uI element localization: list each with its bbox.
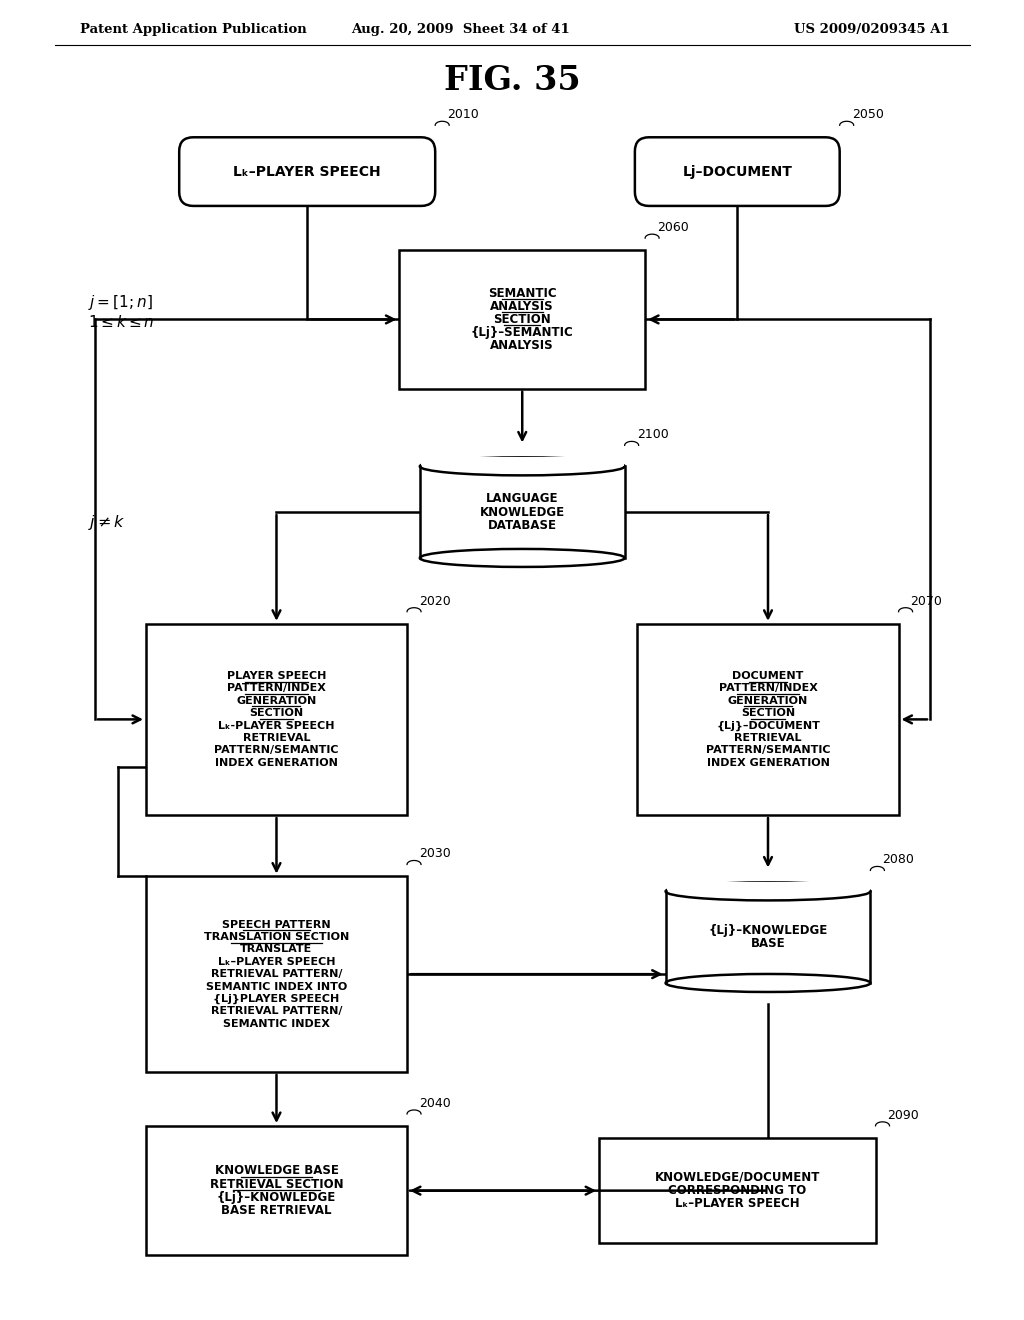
Text: PATTERN/SEMANTIC: PATTERN/SEMANTIC [706, 746, 830, 755]
Text: SECTION: SECTION [250, 709, 303, 718]
Text: RETRIEVAL: RETRIEVAL [243, 733, 310, 743]
Text: 2100: 2100 [637, 429, 669, 441]
Ellipse shape [666, 974, 870, 993]
Text: 2030: 2030 [419, 847, 451, 861]
Text: 2020: 2020 [419, 595, 451, 607]
Bar [146, 624, 408, 814]
Text: $1 \leq k \leq n$: $1 \leq k \leq n$ [88, 314, 155, 330]
Text: 2080: 2080 [883, 854, 914, 866]
Text: ANALYSIS: ANALYSIS [490, 300, 554, 313]
Text: {Lj}–DOCUMENT: {Lj}–DOCUMENT [716, 721, 820, 731]
Text: {Lj}–KNOWLEDGE: {Lj}–KNOWLEDGE [217, 1191, 336, 1204]
Text: SEMANTIC: SEMANTIC [487, 286, 557, 300]
Text: Lj–DOCUMENT: Lj–DOCUMENT [682, 165, 793, 178]
Text: Lₖ-PLAYER SPEECH: Lₖ-PLAYER SPEECH [218, 721, 335, 730]
Text: Lₖ–PLAYER SPEECH: Lₖ–PLAYER SPEECH [233, 165, 381, 178]
Text: INDEX GENERATION: INDEX GENERATION [707, 758, 829, 768]
Text: KNOWLEDGE/DOCUMENT: KNOWLEDGE/DOCUMENT [654, 1171, 820, 1184]
Text: Patent Application Publication: Patent Application Publication [80, 24, 307, 37]
Bar [637, 624, 899, 814]
Text: Lₖ–PLAYER SPEECH: Lₖ–PLAYER SPEECH [218, 957, 335, 966]
Text: PATTERN/SEMANTIC: PATTERN/SEMANTIC [214, 746, 339, 755]
Text: {Lj}PLAYER SPEECH: {Lj}PLAYER SPEECH [213, 994, 340, 1005]
Text: PATTERN/INDEX: PATTERN/INDEX [719, 684, 817, 693]
Text: ANALYSIS: ANALYSIS [490, 339, 554, 352]
Text: 2070: 2070 [910, 595, 942, 607]
Ellipse shape [420, 457, 625, 475]
Text: CORRESPONDING TO: CORRESPONDING TO [668, 1184, 807, 1197]
Text: 2050: 2050 [852, 108, 884, 121]
Text: TRANSLATION SECTION: TRANSLATION SECTION [204, 932, 349, 942]
Text: SEMANTIC INDEX: SEMANTIC INDEX [223, 1019, 330, 1028]
Text: BASE RETRIEVAL: BASE RETRIEVAL [221, 1204, 332, 1217]
Text: DATABASE: DATABASE [487, 519, 557, 532]
Text: PLAYER SPEECH: PLAYER SPEECH [226, 671, 327, 681]
Text: {Lj}–KNOWLEDGE: {Lj}–KNOWLEDGE [709, 924, 827, 937]
Text: $j = [1; n]$: $j = [1; n]$ [88, 293, 153, 312]
Text: 2060: 2060 [657, 222, 689, 234]
Bar [666, 891, 870, 983]
Bar [420, 466, 625, 558]
Text: KNOWLEDGE BASE: KNOWLEDGE BASE [215, 1164, 338, 1177]
Text: RETRIEVAL PATTERN/: RETRIEVAL PATTERN/ [211, 969, 342, 979]
Bar [667, 883, 869, 891]
Text: BASE: BASE [751, 937, 785, 950]
Text: FIG. 35: FIG. 35 [443, 63, 581, 96]
Bar [599, 1138, 876, 1243]
Text: RETRIEVAL: RETRIEVAL [734, 733, 802, 743]
Text: 2010: 2010 [447, 108, 479, 121]
FancyBboxPatch shape [179, 137, 435, 206]
Text: SPEECH PATTERN: SPEECH PATTERN [222, 920, 331, 929]
Text: KNOWLEDGE: KNOWLEDGE [479, 506, 565, 519]
Text: {Lj}–SEMANTIC: {Lj}–SEMANTIC [471, 326, 573, 339]
Text: 2040: 2040 [419, 1097, 451, 1110]
Bar [399, 249, 645, 388]
Text: DOCUMENT: DOCUMENT [732, 671, 804, 681]
Text: RETRIEVAL PATTERN/: RETRIEVAL PATTERN/ [211, 1006, 342, 1016]
Bar [421, 457, 624, 466]
Text: PATTERN/INDEX: PATTERN/INDEX [227, 684, 326, 693]
Text: SECTION: SECTION [494, 313, 551, 326]
Text: Lₖ–PLAYER SPEECH: Lₖ–PLAYER SPEECH [675, 1197, 800, 1210]
Bar [146, 876, 408, 1072]
Text: GENERATION: GENERATION [237, 696, 316, 706]
Text: Aug. 20, 2009  Sheet 34 of 41: Aug. 20, 2009 Sheet 34 of 41 [350, 24, 569, 37]
Ellipse shape [420, 549, 625, 568]
Ellipse shape [666, 883, 870, 900]
Text: SECTION: SECTION [741, 709, 795, 718]
Text: TRANSLATE: TRANSLATE [241, 944, 312, 954]
Text: 2090: 2090 [888, 1109, 920, 1122]
Text: $j \neq k$: $j \neq k$ [88, 512, 126, 532]
Text: INDEX GENERATION: INDEX GENERATION [215, 758, 338, 768]
Text: LANGUAGE: LANGUAGE [486, 492, 558, 506]
Text: US 2009/0209345 A1: US 2009/0209345 A1 [795, 24, 950, 37]
Text: RETRIEVAL SECTION: RETRIEVAL SECTION [210, 1177, 343, 1191]
Bar [146, 1126, 408, 1255]
Text: GENERATION: GENERATION [728, 696, 808, 706]
Text: SEMANTIC INDEX INTO: SEMANTIC INDEX INTO [206, 982, 347, 991]
FancyBboxPatch shape [635, 137, 840, 206]
